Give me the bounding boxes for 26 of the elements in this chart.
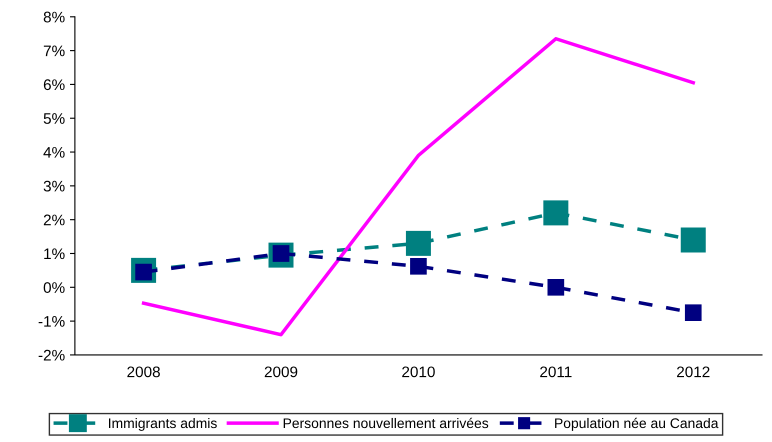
point [406,230,431,256]
legend-label: Personnes nouvellement arrivées [284,418,488,428]
point [684,304,702,321]
point [410,258,427,275]
y-tick-label: -2% [38,350,65,361]
x-tick-label: 2011 [540,366,572,378]
y-tick-label: -1% [38,316,65,327]
x-tick-label: 2009 [264,366,298,378]
point [548,278,564,296]
point [543,200,568,226]
y-tick-label: 7% [44,46,65,56]
y-tick-label: 5% [44,113,65,124]
x-tick-label: 2010 [402,366,435,378]
y-tick-label: 2% [44,214,65,226]
y-tick-label: 8% [44,12,65,22]
line-series [142,37,695,336]
y-tick-label: 6% [44,79,65,90]
y-tick-label: 4% [43,146,65,158]
x-tick-label: 2012 [677,366,710,378]
point [680,227,706,252]
y-tick-label: 3% [44,180,65,192]
legend-label: Population née au Canada [555,418,718,431]
legend-label: Immigrants admis [109,418,217,431]
y-tick-label: 1% [44,248,65,260]
y-tick-label: 0% [44,282,65,293]
x-tick-label: 2008 [127,366,160,378]
